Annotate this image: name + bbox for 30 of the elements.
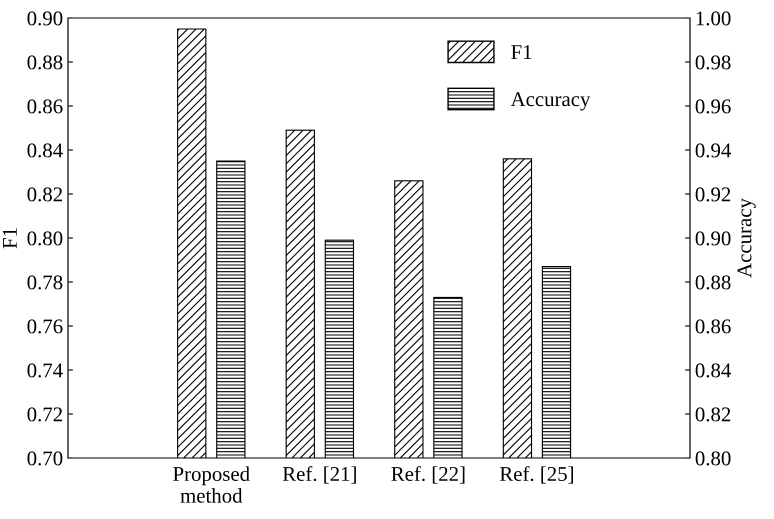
x-tick-label: Proposed method [173,466,250,503]
y2-axis-title: Accuracy [738,198,756,278]
y2-tick-label: 0.80 [696,451,731,466]
y2-tick-label: 0.84 [696,363,731,378]
y2-tick-label: 1.00 [696,11,731,26]
y-tick-label: 0.76 [27,319,63,334]
x-tick-label: Ref. [22] [391,466,464,484]
y2-tick-label: 0.86 [696,319,731,334]
y2-tick-label: 0.82 [696,407,730,422]
y-axis-title: F1 [2,228,17,248]
y2-tick-label: 0.92 [696,187,730,202]
y-tick-label: 0.84 [27,143,63,158]
y-tick-label: 0.82 [27,187,62,202]
y-tick-label: 0.72 [27,407,62,422]
x-tick-label: Ref. [25] [500,466,573,484]
x-tick-label: Ref. [21] [282,466,356,484]
y2-tick-label: 0.96 [696,99,731,114]
y-tick-label: 0.78 [27,275,62,290]
y-tick-label: 0.88 [27,55,62,70]
y-tick-label: 0.86 [27,99,63,114]
y-tick-label: 0.74 [27,363,63,378]
legend-label: F1 [511,45,532,59]
y2-tick-label: 0.94 [696,143,731,158]
y2-tick-label: 0.90 [696,231,731,246]
legend-label: Accuracy [510,92,590,110]
y-tick-label: 0.80 [27,231,62,246]
y2-tick-label: 0.88 [696,275,731,290]
y-tick-label: 0.70 [27,451,62,466]
y-tick-label: 0.90 [27,11,62,26]
y2-tick-label: 0.98 [696,55,731,70]
